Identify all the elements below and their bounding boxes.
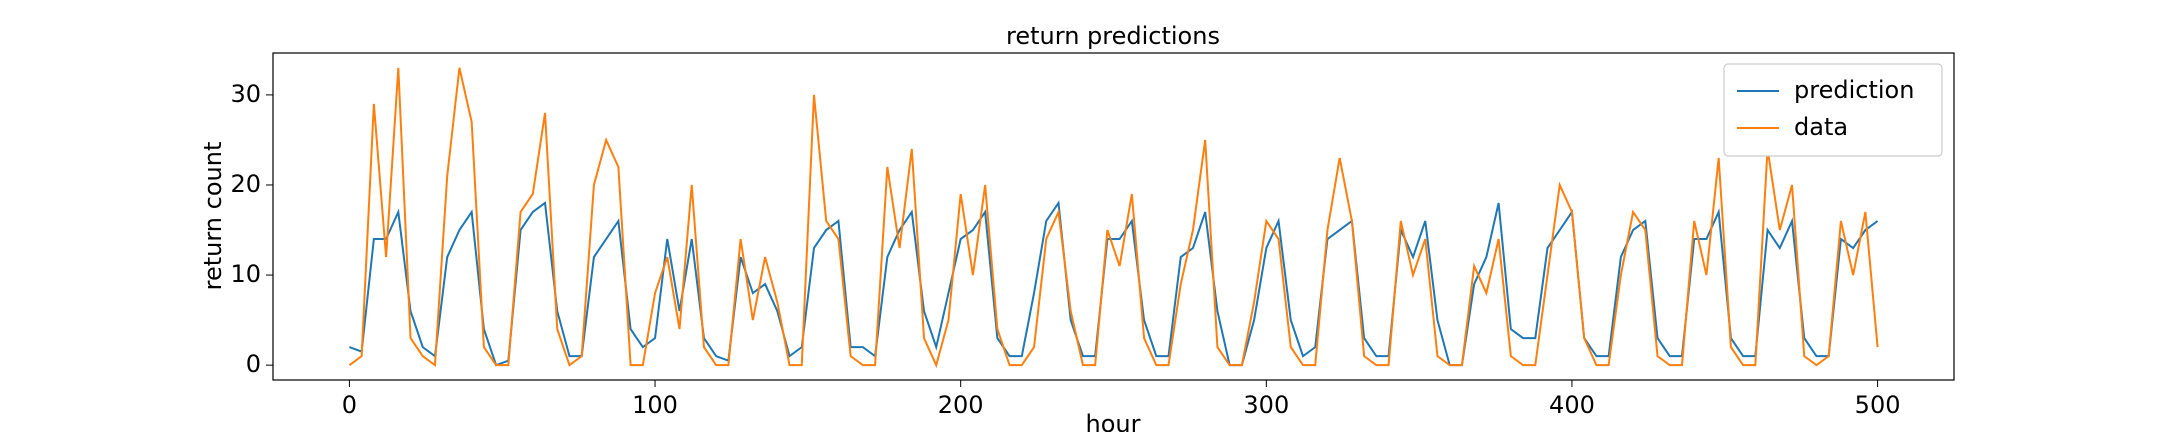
y-tick-label: 20 (230, 170, 261, 198)
x-tick-label: 300 (1243, 391, 1289, 419)
y-tick-label: 0 (246, 350, 261, 378)
chart-title: return predictions (1006, 22, 1220, 50)
y-axis-label: return count (199, 142, 227, 291)
data-line (348, 67, 1879, 369)
y-tick-label: 10 (230, 260, 261, 288)
legend-label: data (1794, 113, 1848, 141)
y-tick-label: 30 (230, 80, 261, 108)
x-tick-label: 200 (938, 391, 984, 419)
plot-frame (272, 52, 1955, 381)
legend-label: prediction (1794, 76, 1914, 104)
x-tick-label: 500 (1855, 391, 1901, 419)
legend-box (1723, 63, 1943, 157)
x-tick-label: 0 (342, 391, 357, 419)
x-tick-label: 100 (632, 391, 678, 419)
x-tick-label: 400 (1549, 391, 1595, 419)
data-line (349, 200, 1879, 367)
x-axis-label: hour (1086, 410, 1141, 432)
